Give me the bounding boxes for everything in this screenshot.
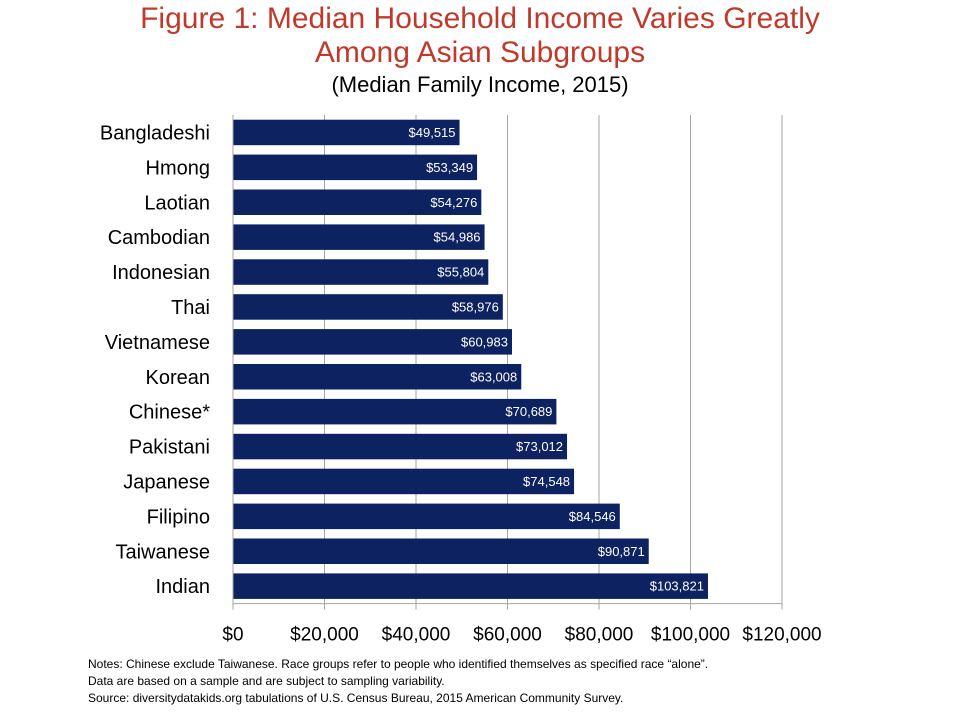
category-label: Indonesian xyxy=(112,262,210,284)
category-label: Japanese xyxy=(123,471,210,493)
category-label: Filipino xyxy=(147,506,210,528)
bar xyxy=(233,503,620,530)
bar xyxy=(233,259,489,285)
bar xyxy=(233,224,485,250)
x-tick-label: $20,000 xyxy=(290,625,359,646)
chart-title-line-1: Figure 1: Median Household Income Varies… xyxy=(140,2,820,35)
category-label: Korean xyxy=(146,367,211,389)
data-label: $70,689 xyxy=(505,404,552,419)
bar xyxy=(233,468,575,495)
category-label: Thai xyxy=(171,297,210,319)
category-label: Chinese* xyxy=(129,402,210,424)
x-tick-label: $80,000 xyxy=(565,625,634,646)
category-label: Taiwanese xyxy=(115,541,210,563)
bar-chart: $49,515 Bangladeshi $53,349 Hmong $54,276 Lao… xyxy=(100,115,822,646)
data-label: $103,821 xyxy=(650,579,704,594)
category-label: Vietnamese xyxy=(105,332,210,354)
data-label: $49,515 xyxy=(409,125,456,140)
note-line-2: Data are based on a sample and are subje… xyxy=(88,674,445,688)
bar xyxy=(233,433,568,460)
bar xyxy=(233,398,557,425)
bar xyxy=(233,154,478,181)
data-label: $58,976 xyxy=(452,299,499,314)
chart-title-line-2: Among Asian Subgroups xyxy=(314,36,646,69)
note-line-1: Notes: Chinese exclude Taiwanese. Race g… xyxy=(88,657,709,671)
data-label: $55,804 xyxy=(437,265,484,280)
bar xyxy=(233,538,649,564)
bar xyxy=(233,329,512,355)
category-label: Laotian xyxy=(144,192,210,214)
data-label: $63,008 xyxy=(470,369,517,384)
data-label: $54,276 xyxy=(430,195,477,210)
data-label: $53,349 xyxy=(426,160,473,175)
data-label: $84,546 xyxy=(569,509,616,524)
bar xyxy=(233,364,522,390)
data-label: $90,871 xyxy=(598,544,645,559)
data-label: $60,983 xyxy=(461,334,508,349)
category-label: Bangladeshi xyxy=(100,122,210,144)
data-label: $73,012 xyxy=(516,439,563,454)
x-tick-label: $40,000 xyxy=(382,625,451,646)
data-label: $54,986 xyxy=(434,230,481,245)
bar xyxy=(233,294,503,320)
bar xyxy=(233,189,482,215)
x-tick-label: $0 xyxy=(222,625,243,646)
x-tick-label: $60,000 xyxy=(473,625,542,646)
source-line: Source: diversitydatakids.org tabulation… xyxy=(88,691,624,705)
category-label: Hmong xyxy=(146,157,210,179)
category-label: Pakistani xyxy=(129,437,210,459)
category-label: Cambodian xyxy=(108,227,210,249)
bar xyxy=(233,573,708,599)
data-label: $74,548 xyxy=(523,474,570,489)
bar xyxy=(233,119,460,146)
category-label: Indian xyxy=(156,576,211,598)
chart-subtitle: (Median Family Income, 2015) xyxy=(331,72,629,97)
x-tick-label: $100,000 xyxy=(651,625,730,646)
x-tick-label: $120,000 xyxy=(742,625,821,646)
